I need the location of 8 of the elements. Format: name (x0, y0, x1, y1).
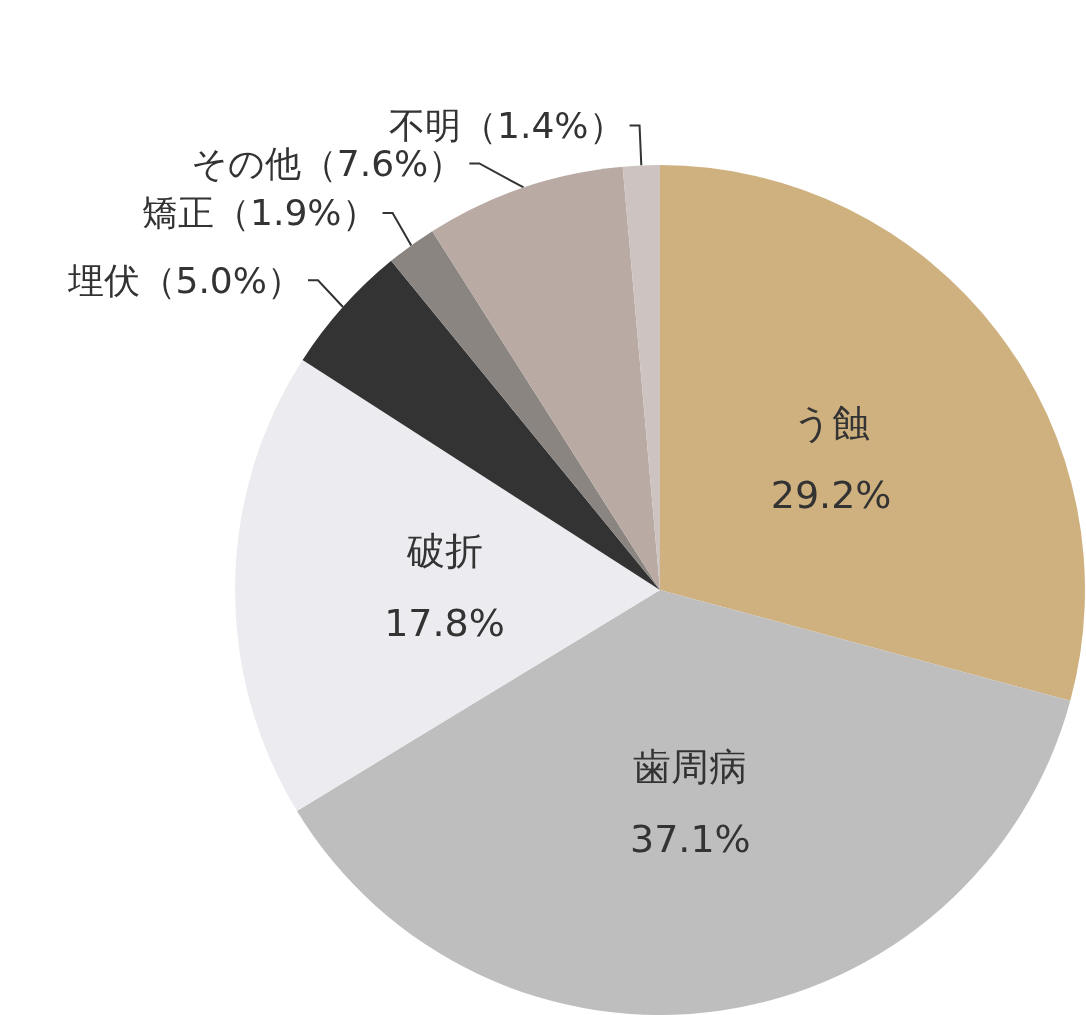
data-label: 29.2% (770, 472, 892, 517)
slice-label: 歯周病 (633, 745, 748, 790)
slice-label: 矯正（1.9%） (142, 192, 378, 234)
slice-label: 破折 (405, 529, 483, 574)
data-label: 17.8% (384, 601, 505, 646)
slice-label: う蝕 (792, 400, 870, 445)
data-label: 37.1% (630, 817, 751, 862)
slice-label: 埋伏（5.0%） (66, 259, 303, 301)
